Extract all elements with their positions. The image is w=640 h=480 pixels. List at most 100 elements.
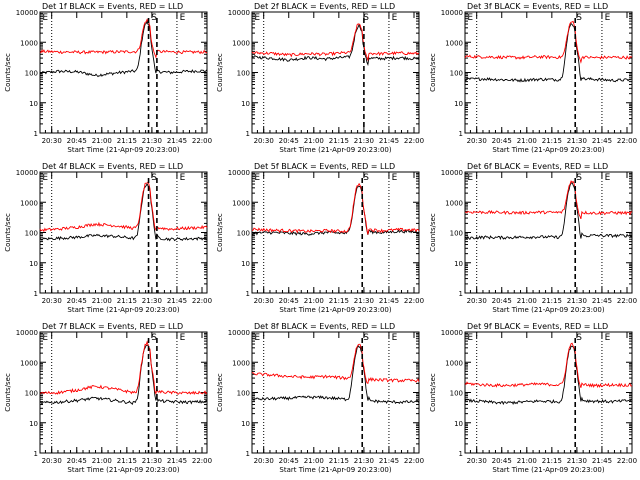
marker-e: E bbox=[605, 13, 611, 23]
marker-e: E bbox=[42, 333, 48, 343]
y-tick-label: 10 bbox=[454, 260, 463, 268]
marker-e: E bbox=[180, 13, 186, 23]
panel-det-7: Det 7f BLACK = Events, RED = LLD 1 10 100 10… bbox=[4, 322, 212, 474]
events-series-line bbox=[251, 185, 420, 236]
marker-s: S bbox=[576, 333, 582, 343]
events-series-line bbox=[39, 182, 208, 242]
panel-det-5: Det 5f BLACK = Events, RED = LLD 1 10 100 10… bbox=[216, 162, 424, 314]
panel-title: Det 7f BLACK = Events, RED = LLD bbox=[42, 322, 183, 331]
y-tick-label: 1 bbox=[34, 130, 38, 138]
x-tick-label: 21:00 bbox=[517, 297, 537, 305]
x-tick-label: 21:30 bbox=[567, 137, 587, 145]
x-tick-label: 21:15 bbox=[329, 457, 349, 465]
y-tick-label: 1 bbox=[246, 290, 250, 298]
y-tick-label: 10 bbox=[29, 260, 38, 268]
panel-title: Det 1f BLACK = Events, RED = LLD bbox=[42, 2, 183, 11]
lld-series-line bbox=[39, 181, 208, 233]
marker-e: E bbox=[605, 333, 611, 343]
panel-det-9: Det 9f BLACK = Events, RED = LLD 1 10 100 10… bbox=[429, 322, 637, 474]
x-tick-label: 20:30 bbox=[42, 137, 62, 145]
panel-title: Det 5f BLACK = Events, RED = LLD bbox=[254, 162, 395, 171]
y-axis-label: Counts/sec bbox=[429, 373, 437, 412]
x-tick-label: 21:15 bbox=[117, 297, 137, 305]
y-axis-label: Counts/sec bbox=[216, 53, 224, 92]
marker-e: E bbox=[254, 173, 260, 183]
y-tick-label: 10000 bbox=[228, 169, 250, 177]
x-tick-label: 20:45 bbox=[279, 457, 299, 465]
marker-s: S bbox=[576, 173, 582, 183]
panel-det-8: Det 8f BLACK = Events, RED = LLD 1 10 100 10… bbox=[216, 322, 424, 474]
y-tick-label: 100 bbox=[25, 230, 38, 238]
x-tick-label: 21:00 bbox=[304, 137, 324, 145]
panel-title: Det 6f BLACK = Events, RED = LLD bbox=[467, 162, 608, 171]
x-tick-label: 21:15 bbox=[329, 137, 349, 145]
panel-det-4: Det 4f BLACK = Events, RED = LLD 1 10 100 10… bbox=[4, 162, 212, 314]
x-tick-label: 22:00 bbox=[404, 297, 424, 305]
x-tick-label: 21:45 bbox=[379, 457, 399, 465]
y-tick-label: 1 bbox=[246, 450, 250, 458]
y-tick-label: 10 bbox=[29, 100, 38, 108]
x-tick-label: 20:45 bbox=[67, 137, 87, 145]
y-tick-label: 10000 bbox=[441, 9, 463, 17]
y-axis-label: Counts/sec bbox=[4, 373, 12, 412]
x-tick-label: 22:00 bbox=[192, 297, 212, 305]
marker-e: E bbox=[254, 13, 260, 23]
x-tick-label: 21:15 bbox=[117, 457, 137, 465]
y-tick-label: 10 bbox=[241, 420, 250, 428]
y-tick-label: 1000 bbox=[445, 39, 463, 47]
x-tick-label: 21:00 bbox=[304, 297, 324, 305]
y-tick-label: 1000 bbox=[20, 199, 38, 207]
x-tick-label: 21:45 bbox=[592, 297, 612, 305]
x-tick-label: 22:00 bbox=[617, 297, 637, 305]
y-tick-label: 100 bbox=[237, 390, 250, 398]
panel-title: Det 9f BLACK = Events, RED = LLD bbox=[467, 322, 608, 331]
events-series-line bbox=[39, 20, 208, 78]
y-tick-label: 1000 bbox=[232, 199, 250, 207]
x-tick-label: 21:00 bbox=[304, 457, 324, 465]
y-tick-label: 10000 bbox=[16, 169, 38, 177]
x-tick-label: 20:45 bbox=[67, 297, 87, 305]
x-tick-label: 20:30 bbox=[254, 137, 274, 145]
x-axis-label: Start Time (21-Apr-09 20:23:00) bbox=[67, 306, 179, 314]
lld-series-line bbox=[464, 180, 633, 220]
panel-det-3: Det 3f BLACK = Events, RED = LLD 1 10 100 10… bbox=[429, 2, 637, 154]
x-tick-label: 20:45 bbox=[279, 297, 299, 305]
y-axis-label: Counts/sec bbox=[4, 213, 12, 252]
y-tick-label: 1000 bbox=[20, 359, 38, 367]
marker-s: S bbox=[576, 13, 582, 23]
panel-det-1: Det 1f BLACK = Events, RED = LLD 1 10 100 10… bbox=[4, 2, 212, 154]
x-tick-label: 21:45 bbox=[592, 137, 612, 145]
marker-e: E bbox=[392, 13, 398, 23]
x-axis-label: Start Time (21-Apr-09 20:23:00) bbox=[279, 466, 391, 474]
y-tick-label: 10000 bbox=[16, 329, 38, 337]
x-axis-label: Start Time (21-Apr-09 20:23:00) bbox=[67, 146, 179, 154]
y-axis-label: Counts/sec bbox=[216, 213, 224, 252]
lld-series-line bbox=[464, 20, 633, 64]
marker-s: S bbox=[363, 173, 369, 183]
marker-s: S bbox=[363, 333, 369, 343]
plot-frame bbox=[251, 11, 420, 134]
y-axis-label: Counts/sec bbox=[429, 53, 437, 92]
x-axis-label: Start Time (21-Apr-09 20:23:00) bbox=[279, 146, 391, 154]
x-tick-label: 21:30 bbox=[142, 137, 162, 145]
x-tick-label: 20:30 bbox=[254, 297, 274, 305]
x-tick-label: 21:15 bbox=[542, 137, 562, 145]
y-tick-label: 1000 bbox=[232, 39, 250, 47]
x-tick-label: 20:30 bbox=[42, 297, 62, 305]
marker-e: E bbox=[467, 333, 473, 343]
x-tick-label: 21:30 bbox=[354, 457, 374, 465]
marker-s: S bbox=[363, 13, 369, 23]
x-tick-label: 21:45 bbox=[379, 137, 399, 145]
x-tick-label: 20:45 bbox=[492, 137, 512, 145]
lld-series-line bbox=[251, 182, 420, 235]
lld-series-line bbox=[251, 343, 420, 384]
x-tick-label: 20:30 bbox=[467, 457, 487, 465]
x-tick-label: 21:45 bbox=[167, 137, 187, 145]
y-tick-label: 10000 bbox=[228, 329, 250, 337]
x-tick-label: 22:00 bbox=[617, 137, 637, 145]
x-tick-label: 21:30 bbox=[567, 297, 587, 305]
x-tick-label: 20:45 bbox=[67, 457, 87, 465]
y-tick-label: 10000 bbox=[441, 329, 463, 337]
x-tick-label: 21:00 bbox=[517, 457, 537, 465]
events-series-line bbox=[464, 181, 633, 241]
